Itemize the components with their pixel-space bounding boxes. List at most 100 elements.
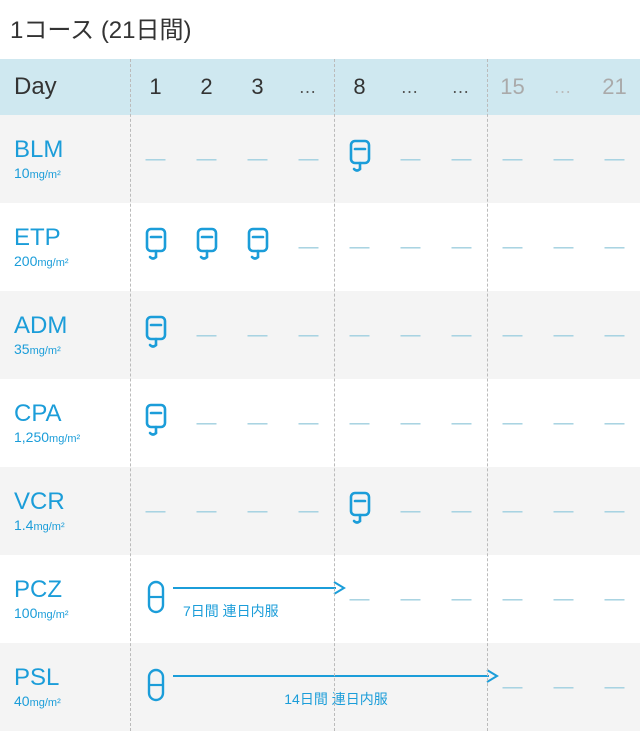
dash-mark: — [299, 148, 319, 171]
cell-1: — [181, 291, 232, 379]
cell-0: — [130, 467, 181, 555]
header-days: 123…8……15…21 [130, 59, 640, 115]
drug-row-CPA: CPA 1,250mg/m² — — — — — — — — — [0, 379, 640, 467]
drug-days: —————— 7日間 連日内服 [130, 555, 640, 643]
day-col-1: 2 [181, 59, 232, 115]
dash-mark: — [503, 148, 523, 171]
cell-2: — [232, 291, 283, 379]
iv-icon [243, 226, 273, 269]
dash-mark: — [605, 676, 625, 699]
drug-row-ADM: ADM 35mg/m² ————————— [0, 291, 640, 379]
iv-icon [192, 226, 222, 269]
cell-9: — [589, 379, 640, 467]
cell-4: — [334, 203, 385, 291]
dash-mark: — [503, 412, 523, 435]
dash-mark: — [401, 324, 421, 347]
oral-arrow: 7日間 連日内服 [173, 555, 346, 643]
iv-icon [345, 490, 375, 533]
drug-dose: 100mg/m² [14, 605, 130, 621]
dash-mark: — [248, 412, 268, 435]
pill-icon [144, 579, 168, 620]
cell-4 [334, 115, 385, 203]
drug-dose: 10mg/m² [14, 165, 130, 181]
cell-2 [232, 203, 283, 291]
dash-mark: — [248, 500, 268, 523]
day-col-2: 3 [232, 59, 283, 115]
vline-4 [334, 59, 335, 731]
drug-days: ———— ————— [130, 115, 640, 203]
cell-5: — [385, 379, 436, 467]
cell-8: — [538, 555, 589, 643]
cell-1: — [181, 379, 232, 467]
drug-label-cell: CPA 1,250mg/m² [0, 401, 130, 444]
cell-6: — [436, 467, 487, 555]
dash-mark: — [605, 148, 625, 171]
day-col-9: 21 [589, 59, 640, 115]
cell-6: — [436, 555, 487, 643]
cell-7: — [487, 379, 538, 467]
cell-1 [181, 203, 232, 291]
dash-mark: — [401, 588, 421, 611]
cell-4: — [334, 379, 385, 467]
day-col-0: 1 [130, 59, 181, 115]
dash-mark: — [605, 500, 625, 523]
cell-3: — [283, 203, 334, 291]
cell-0 [130, 291, 181, 379]
chemo-schedule-chart: 1コース (21日間) Day 123…8……15…21 BLM 10mg/m²… [0, 0, 640, 728]
dash-mark: — [401, 500, 421, 523]
cell-8: — [538, 203, 589, 291]
dash-mark: — [554, 324, 574, 347]
dash-mark: — [452, 500, 472, 523]
cell-6: — [436, 379, 487, 467]
cell-1: — [181, 467, 232, 555]
dash-mark: — [248, 148, 268, 171]
cell-8: — [538, 291, 589, 379]
arrow-line [173, 665, 499, 687]
cell-6: — [436, 115, 487, 203]
cell-7: — [487, 555, 538, 643]
dash-mark: — [401, 412, 421, 435]
drug-label-cell: PSL 40mg/m² [0, 665, 130, 708]
cell-9: — [589, 643, 640, 731]
cell-4: — [334, 291, 385, 379]
dash-mark: — [605, 236, 625, 259]
cell-0 [130, 379, 181, 467]
drug-name: VCR [14, 489, 130, 514]
dash-mark: — [350, 588, 370, 611]
dash-mark: — [197, 148, 217, 171]
drug-row-ETP: ETP 200mg/m² ——————— [0, 203, 640, 291]
dash-mark: — [146, 500, 166, 523]
cell-0 [130, 203, 181, 291]
dash-mark: — [197, 412, 217, 435]
dash-mark: — [299, 324, 319, 347]
cell-2: — [232, 467, 283, 555]
day-col-3: … [283, 59, 334, 115]
day-col-4: 8 [334, 59, 385, 115]
drug-days: — — — — — — — — — [130, 379, 640, 467]
drug-days: ——— 14日間 連日内服 [130, 643, 640, 731]
header-row: Day 123…8……15…21 [0, 59, 640, 115]
dash-mark: — [197, 500, 217, 523]
iv-icon [141, 402, 171, 445]
dash-mark: — [401, 148, 421, 171]
dash-mark: — [299, 412, 319, 435]
cell-8: — [538, 467, 589, 555]
drug-label-cell: PCZ 100mg/m² [0, 577, 130, 620]
oral-arrow: 14日間 連日内服 [173, 643, 499, 731]
cell-8: — [538, 379, 589, 467]
cell-5: — [385, 467, 436, 555]
iv-icon [345, 138, 375, 181]
drug-name: PCZ [14, 577, 130, 602]
cell-3: — [283, 291, 334, 379]
dash-mark: — [605, 324, 625, 347]
cell-3: — [283, 115, 334, 203]
pill-icon [144, 667, 168, 708]
dash-mark: — [554, 412, 574, 435]
drug-label-cell: ETP 200mg/m² [0, 225, 130, 268]
dash-mark: — [554, 588, 574, 611]
drug-dose: 1,250mg/m² [14, 429, 130, 445]
dash-mark: — [605, 588, 625, 611]
dash-mark: — [197, 324, 217, 347]
cell-8: — [538, 643, 589, 731]
drug-label-cell: BLM 10mg/m² [0, 137, 130, 180]
